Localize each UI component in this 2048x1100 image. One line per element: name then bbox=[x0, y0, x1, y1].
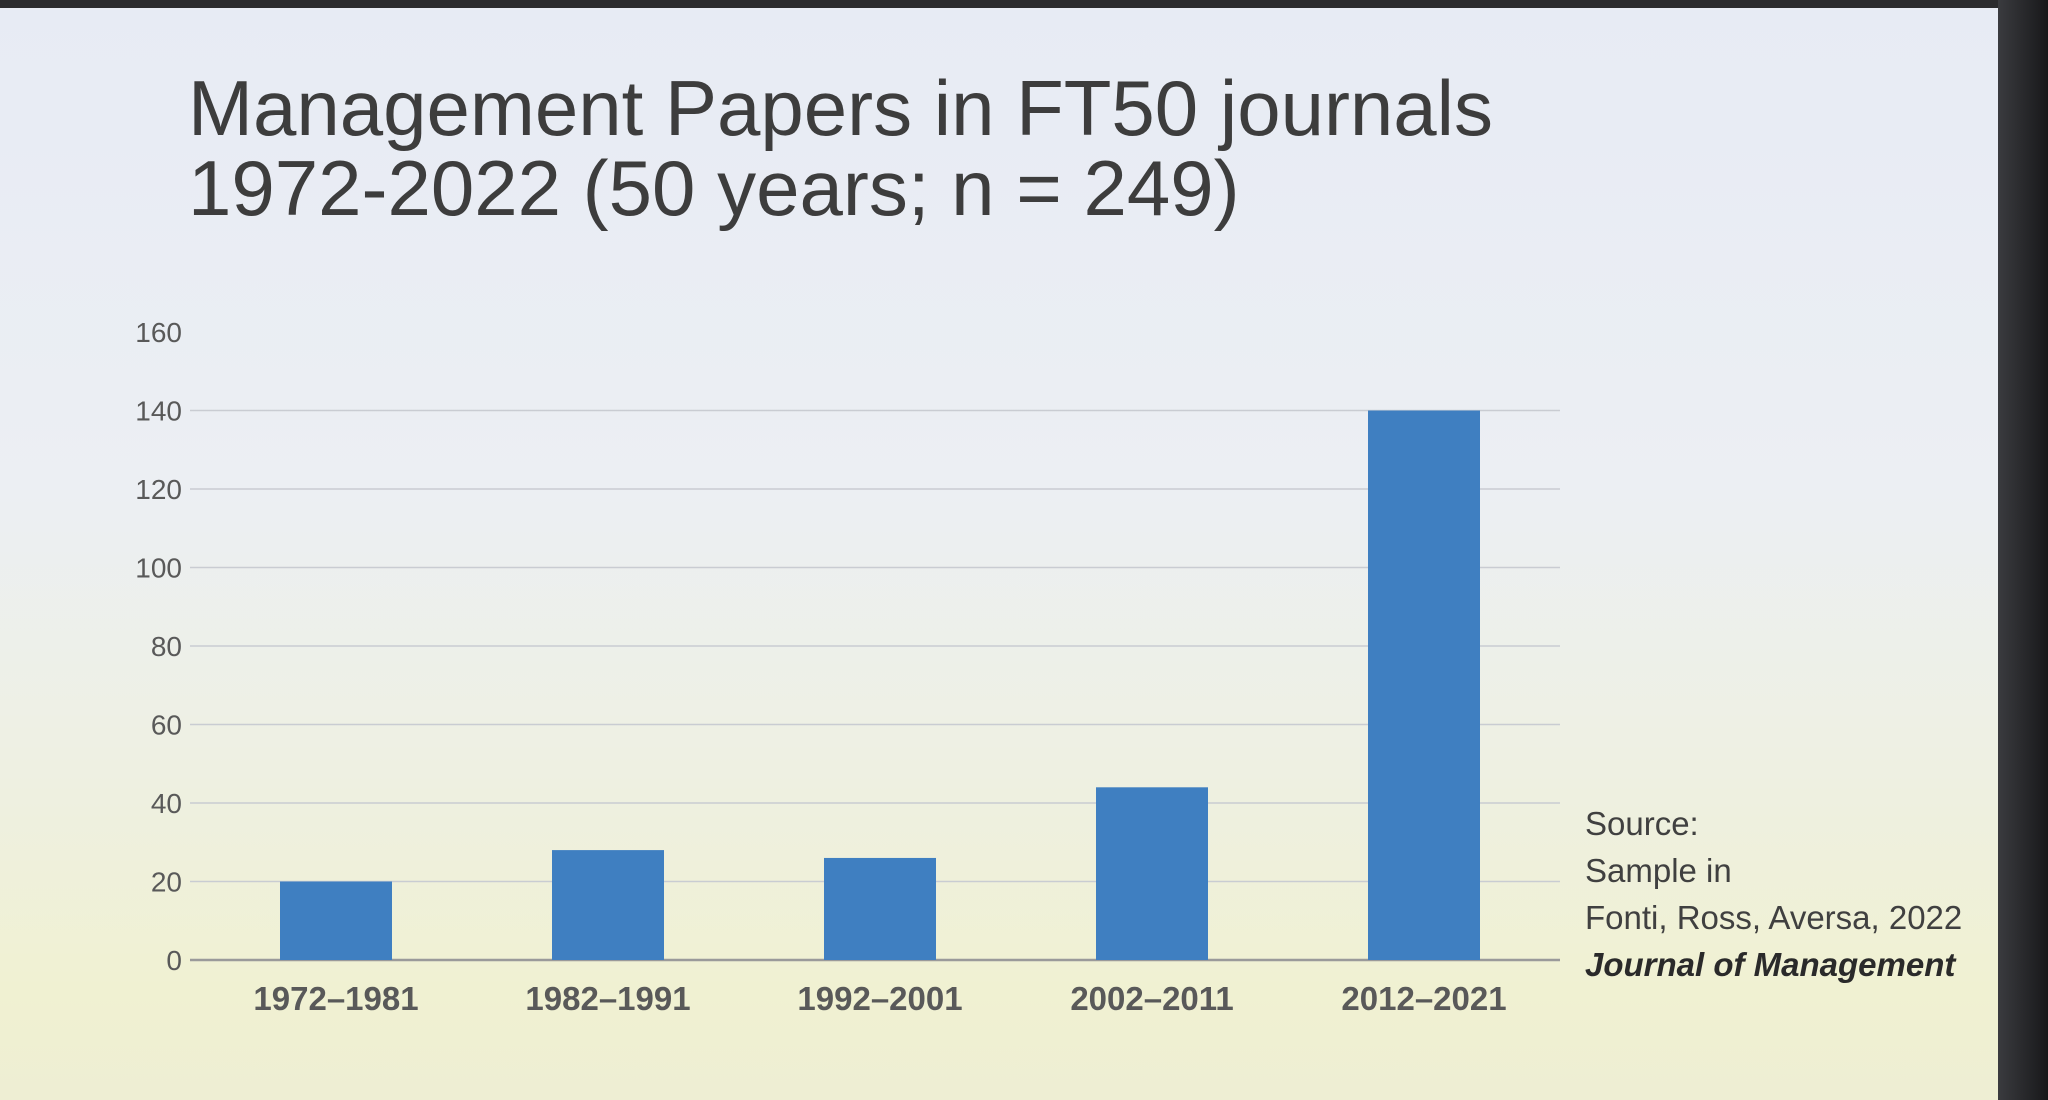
source-sample: Sample in bbox=[1585, 852, 1732, 889]
source-authors: Fonti, Ross, Aversa, 2022 bbox=[1585, 899, 1963, 936]
bar-2 bbox=[552, 850, 664, 960]
source-label: Source: bbox=[1585, 805, 1699, 842]
y-tick-label: 140 bbox=[135, 396, 182, 427]
y-tick-label: 0 bbox=[166, 945, 182, 976]
x-tick-label: 1972–1981 bbox=[253, 980, 418, 1017]
screen-top-edge bbox=[0, 0, 2048, 8]
bar-4 bbox=[1096, 787, 1208, 960]
x-tick-label: 2002–2011 bbox=[1070, 980, 1233, 1017]
y-tick-label: 20 bbox=[151, 867, 182, 898]
bar-3 bbox=[824, 857, 936, 960]
bars bbox=[280, 410, 1480, 960]
y-tick-label: 160 bbox=[135, 317, 182, 348]
x-tick-label: 1982–1991 bbox=[525, 980, 690, 1017]
y-axis-ticks: 0 20 40 60 80 100 120 140 160 bbox=[135, 317, 182, 976]
y-tick-label: 80 bbox=[151, 631, 182, 662]
y-tick-label: 60 bbox=[151, 710, 182, 741]
source-note: Source: Sample in Fonti, Ross, Aversa, 2… bbox=[1585, 800, 2025, 988]
y-tick-label: 120 bbox=[135, 474, 182, 505]
grid-lines bbox=[190, 409, 1560, 962]
bar-5 bbox=[1368, 410, 1480, 960]
chart-title-line-1: Management Papers in FT50 journals bbox=[188, 64, 1494, 152]
bar-1 bbox=[280, 881, 392, 960]
x-tick-label: 1992–2001 bbox=[797, 980, 962, 1017]
y-tick-label: 100 bbox=[135, 553, 182, 584]
y-tick-label: 40 bbox=[151, 788, 182, 819]
source-journal: Journal of Management bbox=[1585, 946, 1956, 983]
chart-title: Management Papers in FT50 journals 1972-… bbox=[188, 68, 1688, 228]
screen-right-edge bbox=[1998, 0, 2048, 1100]
chart-title-line-2: 1972-2022 (50 years; n = 249) bbox=[188, 144, 1240, 232]
x-axis-ticks: 1972–1981 1982–1991 1992–2001 2002–2011 2012… bbox=[253, 980, 1506, 1017]
x-tick-label: 2012–2021 bbox=[1341, 980, 1506, 1017]
